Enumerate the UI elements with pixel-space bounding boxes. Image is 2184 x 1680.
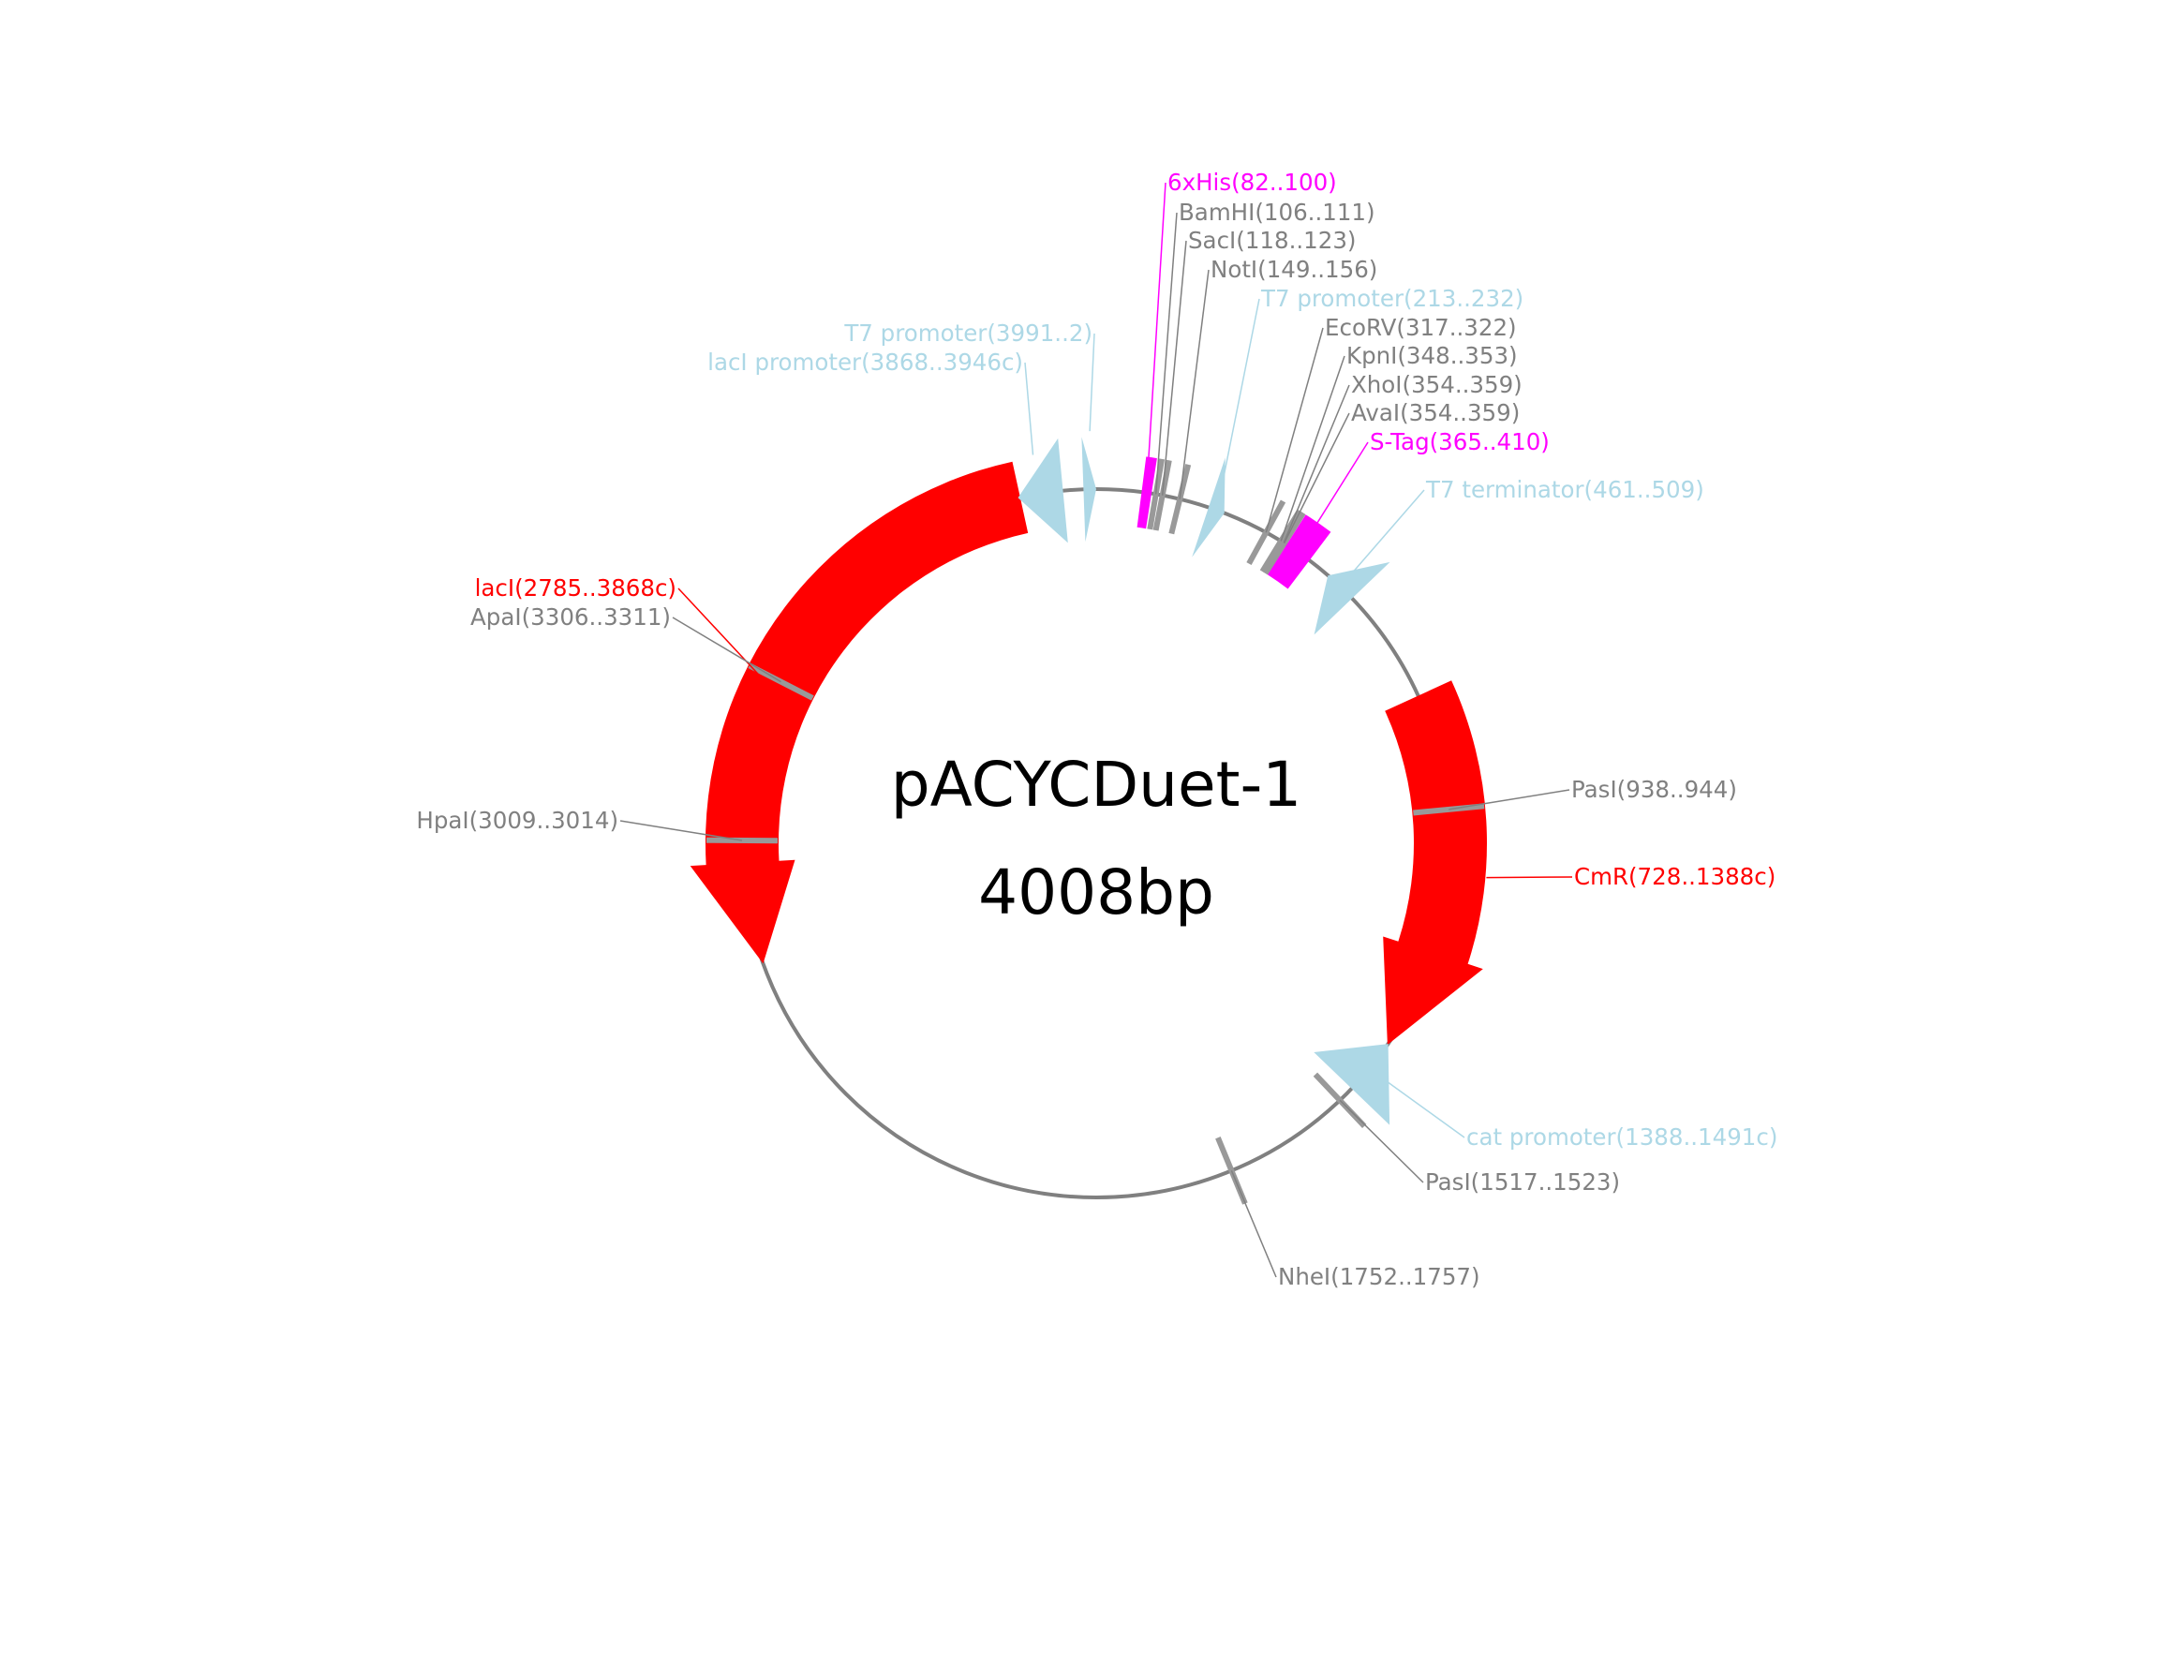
label-t7-terminator: T7 terminator(461..509) [1425, 476, 1704, 503]
label-cmr: CmR(728..1388c) [1574, 863, 1775, 890]
label-t7-promoter-2: T7 promoter(213..232) [1260, 285, 1523, 312]
leader-ecorv [1265, 327, 1324, 533]
label-xhoi: XhoI(354..359) [1351, 371, 1523, 398]
feature-laci-promoter [1018, 438, 1068, 543]
feature-cat-promoter [1314, 1044, 1390, 1125]
leader-bamhi [1154, 212, 1178, 495]
leader-t7-terminator [1339, 489, 1425, 587]
restriction-site-pasi-938 [1413, 803, 1485, 816]
leader-s-tag [1298, 441, 1369, 554]
plasmid-name: pACYCDuet-1 [891, 749, 1302, 821]
label-t7-promoter-1: T7 promoter(3991..2) [843, 320, 1092, 347]
label-kpni: KpnI(348..353) [1346, 342, 1518, 369]
label-6xhis: 6xHis(82..100) [1167, 169, 1337, 196]
leader-cmr [1486, 876, 1573, 879]
leader-laci-promoter [1024, 362, 1034, 455]
label-pasi-938: PasI(938..944) [1571, 776, 1737, 803]
feature-t7-terminator [1314, 561, 1390, 635]
label-pasi-1517: PasI(1517..1523) [1425, 1168, 1620, 1196]
label-s-tag: S-Tag(365..410) [1370, 428, 1550, 455]
feature-t7-promoter-2 [1192, 457, 1226, 558]
leader-hpai [619, 820, 743, 841]
label-avai: AvaI(354..359) [1351, 399, 1520, 426]
label-nhei: NheI(1752..1757) [1278, 1263, 1480, 1290]
feature-cmr [1383, 680, 1487, 1045]
label-bamhi: BamHI(106..111) [1179, 199, 1375, 226]
feature-t7-promoter-1 [1081, 437, 1096, 543]
label-saci: SacI(118..123) [1188, 227, 1356, 254]
leader-saci [1161, 240, 1187, 496]
leader-laci [677, 587, 762, 677]
leader-pasi-938 [1449, 789, 1570, 810]
leader-6xhis [1145, 182, 1166, 493]
leader-nhei [1230, 1170, 1277, 1278]
leader-t7-promoter-1 [1089, 333, 1095, 432]
leader-apai [672, 617, 781, 683]
label-leaders-layer [619, 182, 1573, 1278]
leader-avai [1284, 412, 1350, 544]
leader-cat-promoter [1385, 1079, 1465, 1138]
label-cat-promoter: cat promoter(1388..1491c) [1466, 1123, 1777, 1151]
leader-pasi-1517 [1339, 1099, 1424, 1183]
label-apai: ApaI(3306..3311) [470, 603, 671, 631]
leader-noti [1179, 269, 1210, 499]
plasmid-size: 4008bp [978, 856, 1214, 929]
label-hpai: HpaI(3009..3014) [416, 807, 618, 834]
restriction-site-pasi-1517 [1313, 1072, 1367, 1128]
leader-xhoi [1283, 384, 1350, 543]
label-ecorv: EcoRV(317..322) [1325, 314, 1517, 341]
labels-layer: lacI(2785..3868c) CmR(728..1388c) T7 promo… [416, 169, 1777, 1290]
label-laci-promoter: lacI promoter(3868..3946c) [707, 349, 1023, 376]
leader-kpni [1280, 355, 1345, 542]
label-noti: NotI(149..156) [1211, 256, 1377, 283]
label-laci: lacI(2785..3868c) [475, 574, 676, 602]
leader-t7-promoter-2 [1216, 298, 1260, 511]
